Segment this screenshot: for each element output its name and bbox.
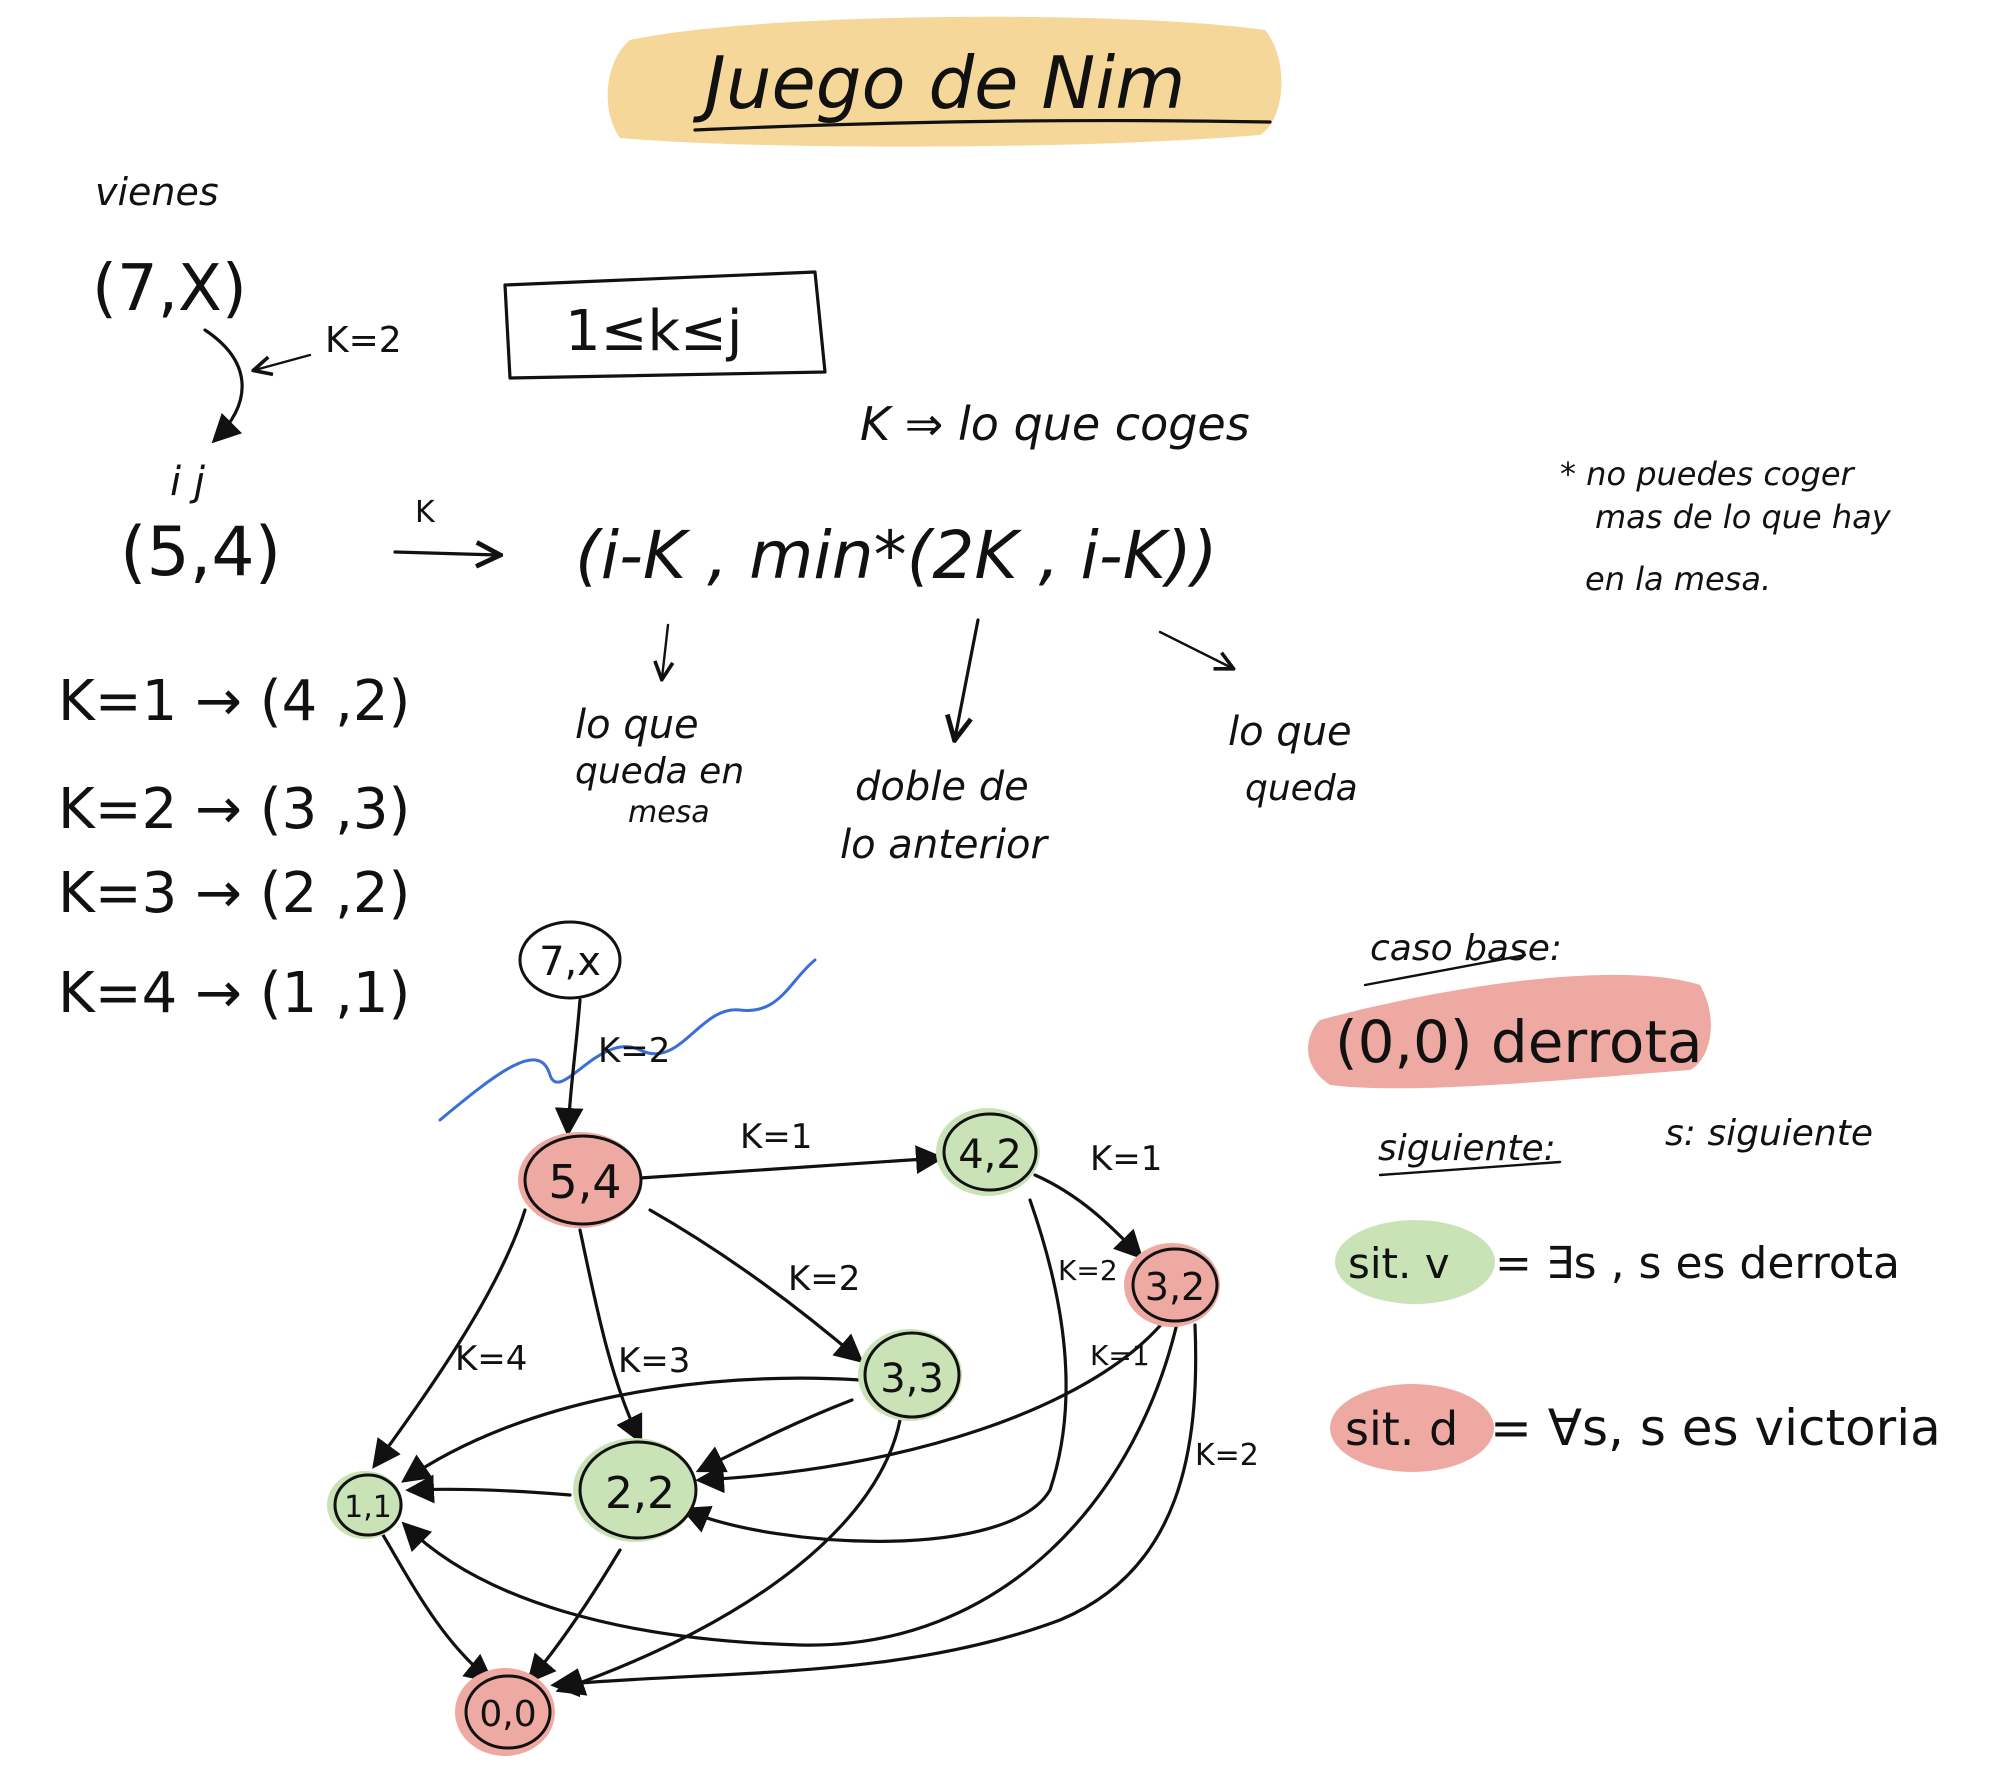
- pointer-middle: [955, 618, 980, 738]
- explanation-right-line1: lo que: [1228, 709, 1352, 755]
- caso-base-label: caso base:: [1370, 928, 1562, 969]
- explanation-left-line1: lo que: [575, 702, 699, 748]
- explanation-middle-line1: doble de: [855, 764, 1029, 810]
- edge-label-54-22: K=3: [618, 1341, 690, 1381]
- explanation-middle: doble de lo anterior: [840, 764, 1049, 868]
- node-33-label: 3,3: [880, 1356, 944, 1402]
- sit-v-highlight: [1335, 1220, 1495, 1304]
- edge-label-42-22: K=2: [1058, 1254, 1118, 1287]
- pointer-left: [662, 623, 668, 678]
- siguiente-underline: [1378, 1160, 1562, 1177]
- node-32: 3,2: [1124, 1243, 1220, 1327]
- edge-33-11: [401, 1376, 862, 1483]
- pointer-right: [1158, 630, 1232, 668]
- transition-k-label: K: [415, 495, 436, 530]
- edge-33-00: [555, 1418, 902, 1696]
- node-11: 1,1: [327, 1471, 403, 1539]
- blue-scribble: [438, 958, 817, 1122]
- edge-32-22: [695, 1318, 1167, 1494]
- s-definition: s: siguiente: [1665, 1113, 1873, 1154]
- edge-42-32: [1033, 1173, 1144, 1260]
- node-33: 3,3: [858, 1329, 962, 1421]
- title-block: Juego de Nim: [607, 16, 1282, 147]
- edge-label-32-22: K=1: [1090, 1339, 1150, 1372]
- title-highlight: [607, 16, 1282, 147]
- sit-d-definition: = ∀s, s es victoria: [1490, 1399, 1941, 1457]
- note-star: * no puedes coger mas de lo que hay en l…: [1560, 455, 1892, 598]
- edge-22-11: [405, 1474, 572, 1504]
- edge-33-22: [695, 1398, 854, 1473]
- base-case-text: (0,0) derrota: [1335, 1008, 1703, 1076]
- title-text: Juego de Nim: [693, 41, 1186, 125]
- edge-54-33: [648, 1208, 864, 1364]
- node-00: 0,0: [455, 1668, 555, 1756]
- title-underline: [693, 118, 1272, 132]
- explanation-right-line2: queda: [1245, 768, 1358, 809]
- ij-labels: i j: [170, 459, 206, 505]
- sit-v-label: sit. v: [1348, 1239, 1450, 1288]
- edge-7x-54: [554, 998, 584, 1137]
- edge-42-22: [680, 1198, 1068, 1543]
- sit-v-definition: = ∃s , s es derrota: [1495, 1238, 1900, 1289]
- note-star-line2: mas de lo que hay: [1595, 498, 1892, 536]
- constraint-text: 1≤k≤j: [565, 299, 742, 364]
- explanation-right: lo que queda: [1228, 709, 1358, 809]
- edge-label-54-33: K=2: [788, 1259, 860, 1299]
- transition-arrow: [393, 552, 498, 555]
- node-22-label: 2,2: [605, 1468, 675, 1519]
- k-definition: K ⇒ lo que coges: [860, 397, 1250, 451]
- note-star-line3: en la mesa.: [1585, 560, 1771, 598]
- edge-54-42: [638, 1145, 945, 1180]
- sit-d-label: sit. d: [1345, 1402, 1458, 1456]
- k-list: K=1 → (4 ,2) K=2 → (3 ,3) K=3 → (2 ,2) K…: [58, 669, 410, 1026]
- node-54-label: 5,4: [548, 1155, 621, 1209]
- edge-label-42-32: K=1: [1090, 1139, 1162, 1179]
- k-label-top: K=2: [325, 320, 402, 361]
- edge-label-54-42: K=1: [740, 1117, 812, 1157]
- node-22: 2,2: [573, 1438, 698, 1542]
- explanation-left-line2: queda en: [575, 751, 744, 792]
- node-00-label: 0,0: [479, 1694, 536, 1735]
- edge-54-22: [578, 1228, 643, 1445]
- k-list-item-3: K=3 → (2 ,2): [58, 861, 410, 926]
- k-list-item-1: K=1 → (4 ,2): [58, 669, 410, 734]
- constraint-box: 1≤k≤j: [503, 270, 827, 380]
- edge-11-00: [378, 1528, 494, 1684]
- edge-54-11: [372, 1208, 527, 1469]
- k-list-item-4: K=4 → (1 ,1): [58, 961, 410, 1026]
- node-54: 5,4: [518, 1132, 643, 1228]
- explanation-left-line3: mesa: [628, 795, 710, 830]
- base-case-highlight: [1308, 974, 1711, 1089]
- state-graph: K=2 K=1 K=2 K=3 K=4 K=1 K=2 K=1 K=2 7,x …: [327, 920, 1259, 1756]
- caso-base-underline: [1363, 953, 1527, 987]
- start-state-text: (7,X): [92, 252, 247, 326]
- explanation-left: lo que queda en mesa: [575, 702, 744, 830]
- k-pointer-arrow: [255, 353, 312, 370]
- note-star-line1: * no puedes coger: [1560, 455, 1856, 493]
- node-42-label: 4,2: [958, 1132, 1022, 1178]
- node-32-label: 3,2: [1145, 1265, 1205, 1309]
- sit-d-highlight: [1330, 1384, 1494, 1472]
- k-list-item-2: K=2 → (3 ,3): [58, 777, 410, 842]
- node-42: 4,2: [936, 1108, 1040, 1196]
- edge-label-32-11: K=2: [1195, 1438, 1259, 1473]
- edge-label-7x-54: K=2: [598, 1031, 670, 1071]
- explanation-middle-line2: lo anterior: [840, 822, 1049, 868]
- node-11-label: 1,1: [344, 1490, 392, 1525]
- transition-formula: (i-K , min*(2K , i-K)): [575, 517, 1217, 594]
- siguiente-label: siguiente:: [1378, 1128, 1556, 1169]
- current-state-text: (5,4): [120, 513, 281, 592]
- start-arrow-curve: [203, 328, 244, 444]
- edge-label-54-11: K=4: [455, 1339, 527, 1379]
- edge-32-11: [401, 1308, 1182, 1647]
- node-7x: 7,x: [518, 920, 622, 1000]
- legend: caso base: (0,0) derrota siguiente: s: s…: [1308, 928, 1941, 1472]
- node-7x-label: 7,x: [539, 939, 601, 985]
- edge-22-00: [526, 1548, 622, 1684]
- edge-32-00: [550, 1323, 1198, 1698]
- vienes-label: vienes: [95, 170, 219, 214]
